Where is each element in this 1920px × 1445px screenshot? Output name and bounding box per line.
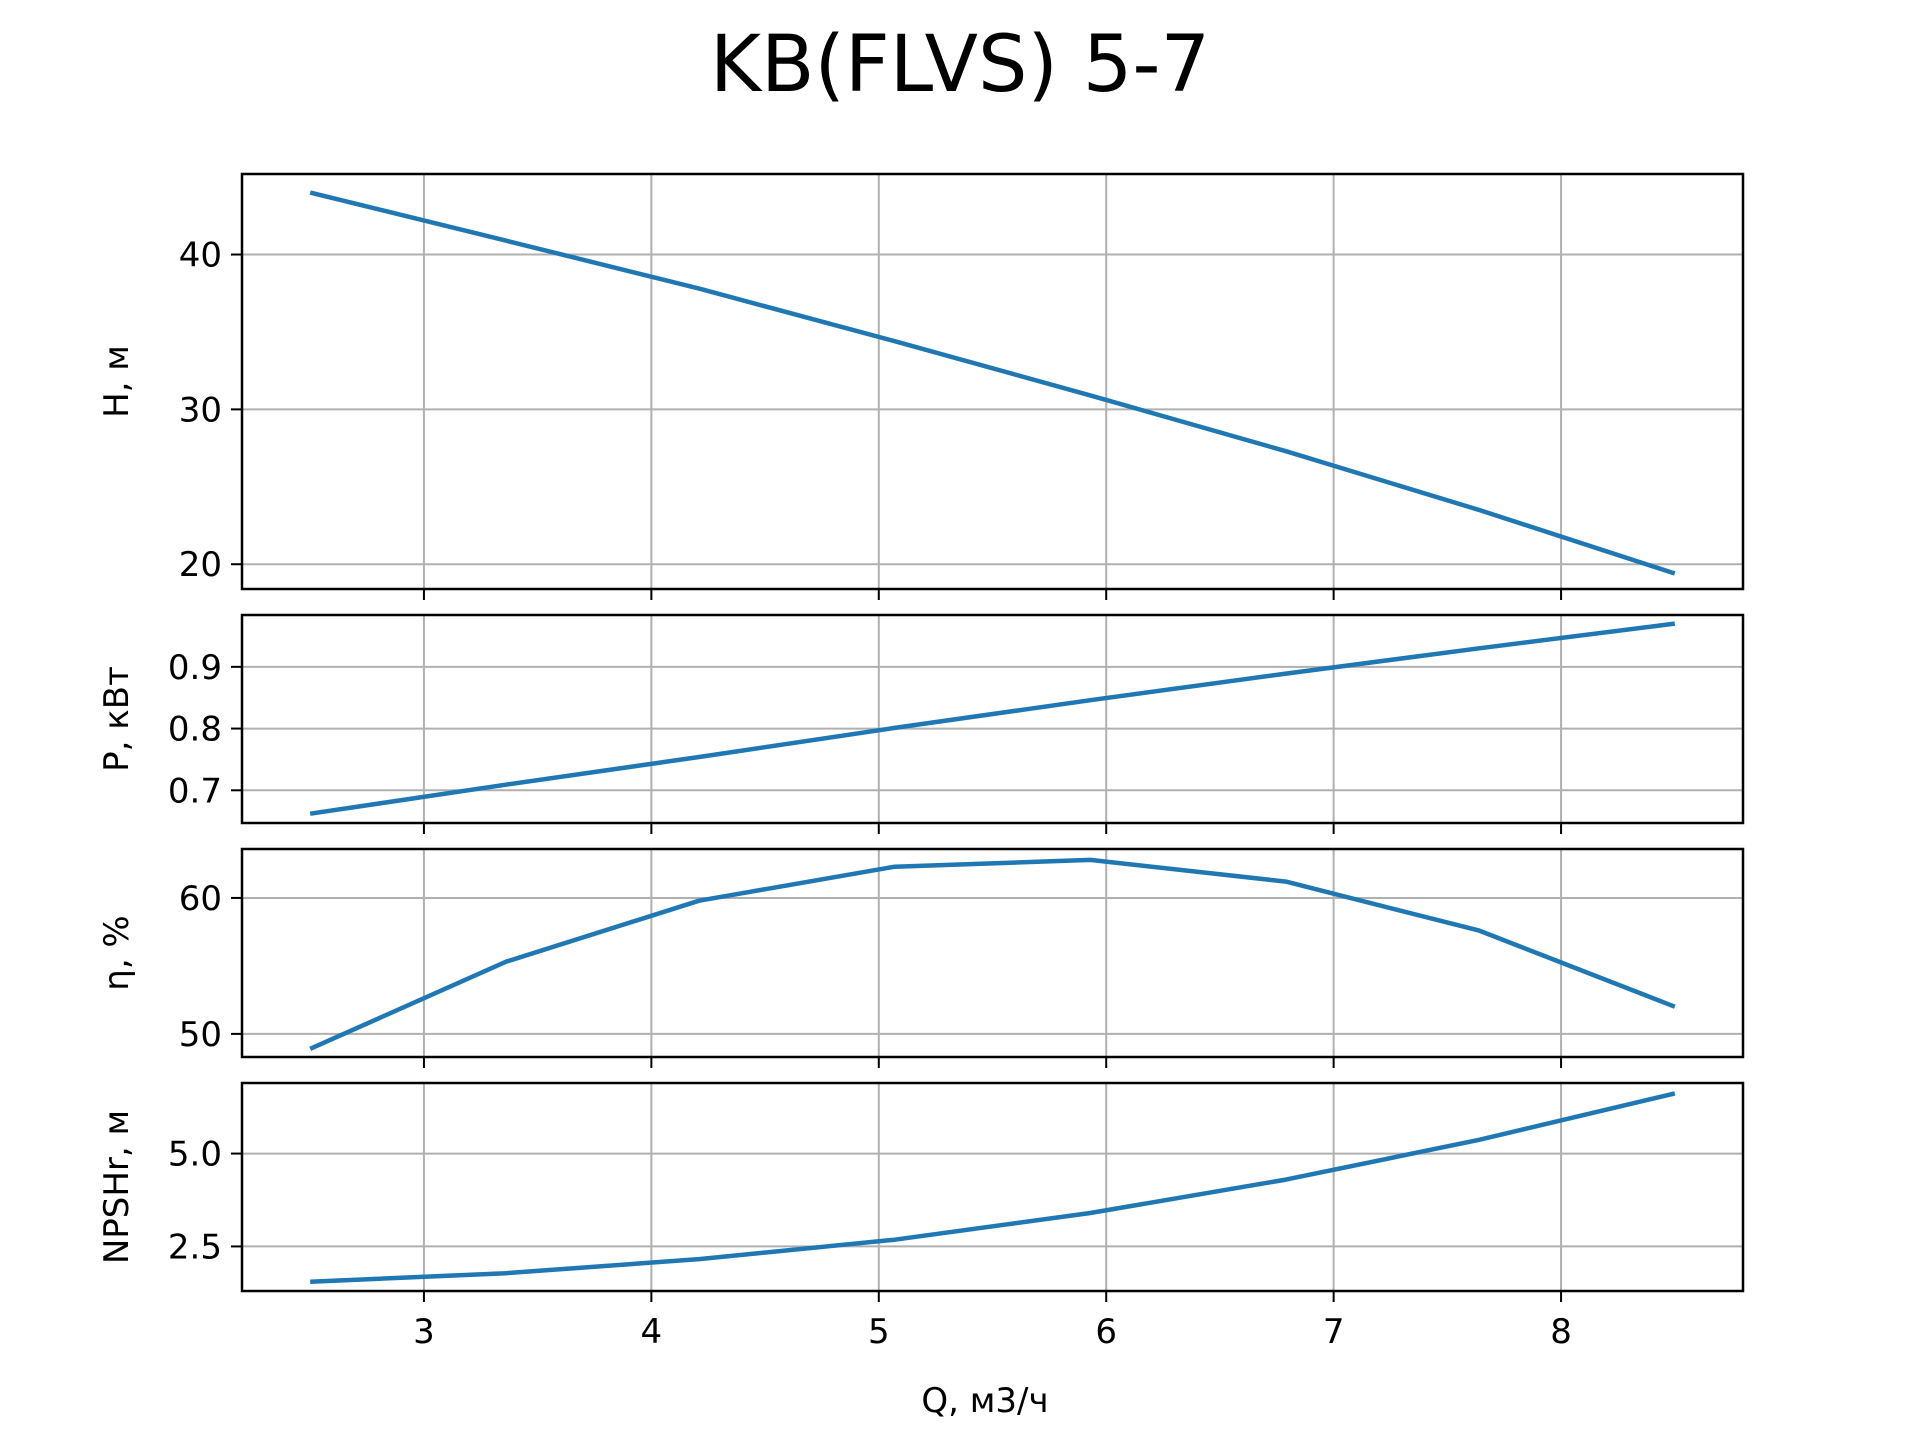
x-tick-label: 6 bbox=[1095, 1312, 1117, 1352]
y-tick-label: 2.5 bbox=[168, 1227, 222, 1267]
y-axis-label: NPSHr, м bbox=[97, 1110, 137, 1264]
y-tick-label: 0.7 bbox=[168, 771, 222, 811]
y-tick-label: 40 bbox=[179, 236, 222, 276]
x-tick-label: 7 bbox=[1323, 1312, 1345, 1352]
y-tick-label: 30 bbox=[179, 390, 222, 430]
panel-frame bbox=[240, 613, 1745, 825]
x-tick-label: 5 bbox=[868, 1312, 890, 1352]
x-tick-label: 3 bbox=[413, 1312, 435, 1352]
panel-1: 20 30 40 H, м bbox=[97, 172, 1745, 600]
y-tick-label: 50 bbox=[179, 1015, 222, 1055]
chart-title: KB(FLVS) 5-7 bbox=[710, 20, 1210, 110]
y-tick-label: 60 bbox=[179, 879, 222, 919]
x-tick-label: 4 bbox=[641, 1312, 663, 1352]
y-axis-label: η, % bbox=[97, 915, 137, 990]
y-tick-label: 5.0 bbox=[168, 1135, 222, 1175]
series-line bbox=[310, 1091, 1676, 1284]
x-axis: 3 4 5 6 7 8 bbox=[413, 1312, 1572, 1352]
series-line bbox=[309, 857, 1676, 1051]
x-tick-label: 8 bbox=[1550, 1312, 1572, 1352]
y-axis-label: H, м bbox=[97, 345, 137, 418]
panel-frame bbox=[240, 847, 1745, 1059]
panel-3: 50 60 η, % bbox=[97, 847, 1745, 1068]
panel-frame bbox=[240, 172, 1745, 591]
series-line bbox=[309, 621, 1676, 816]
series-line bbox=[309, 190, 1676, 576]
y-tick-label: 0.9 bbox=[168, 648, 222, 688]
y-axis-label: P, кВт bbox=[97, 666, 137, 772]
y-tick-label: 20 bbox=[179, 545, 222, 585]
x-axis-label: Q, м3/ч bbox=[921, 1381, 1048, 1421]
y-tick-label: 0.8 bbox=[168, 710, 222, 750]
panel-2: 0.7 0.8 0.9 P, кВт bbox=[97, 613, 1745, 834]
panel-frame bbox=[240, 1081, 1745, 1293]
panels-layer: 20 30 40 H, м 0.7 0.8 0.9 P, кВт 50 60 η, % 2.5 5.0 N… bbox=[97, 172, 1745, 1302]
panel-4: 2.5 5.0 NPSHr, м bbox=[97, 1081, 1745, 1302]
